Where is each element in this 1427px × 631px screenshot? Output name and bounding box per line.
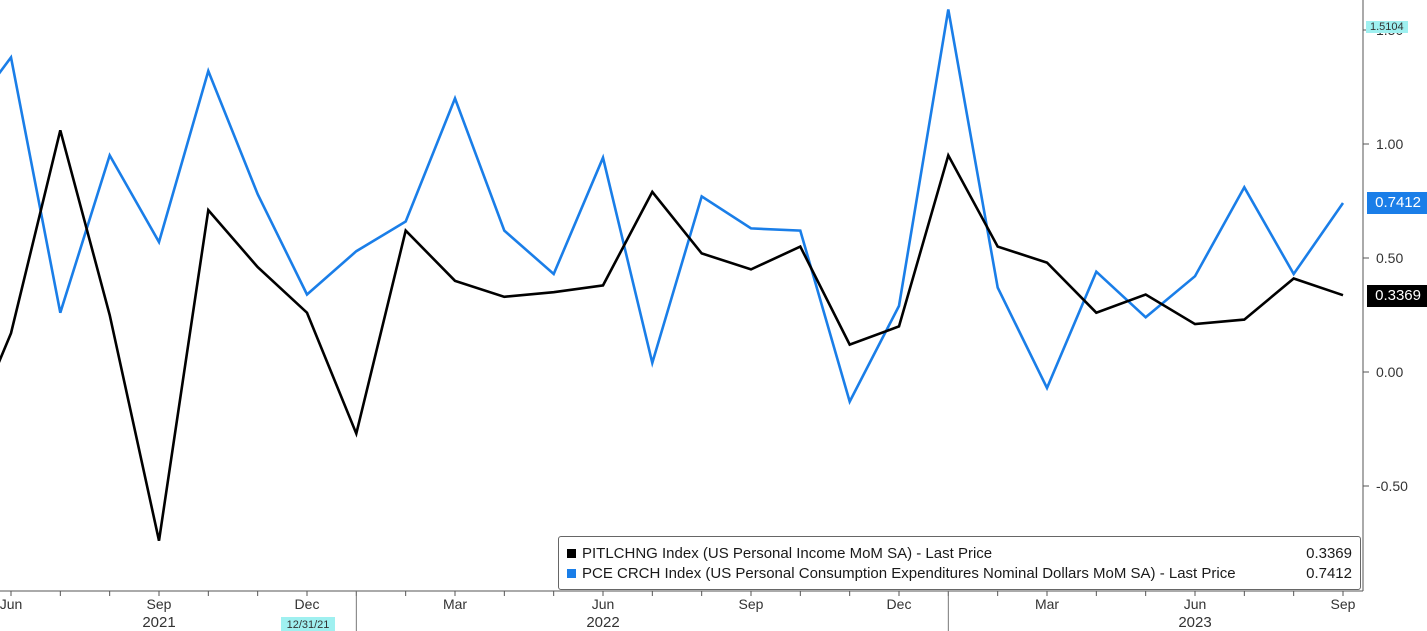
x-tick-label: Sep xyxy=(739,596,764,612)
chart-legend: PITLCHNG Index (US Personal Income MoM S… xyxy=(558,536,1361,590)
date-marker-bg xyxy=(281,617,335,631)
x-tick-label: Mar xyxy=(443,596,467,612)
x-tick-label: Jun xyxy=(0,596,22,612)
x-tick-label: Dec xyxy=(295,596,320,612)
legend-value: 0.7412 xyxy=(1306,564,1352,582)
x-tick-label: Jun xyxy=(1184,596,1207,612)
pce-last-value-tag: 0.7412 xyxy=(1367,192,1427,214)
legend-item-pce: PCE CRCH Index (US Personal Consumption … xyxy=(567,563,1352,583)
legend-label: PCE CRCH Index (US Personal Consumption … xyxy=(582,564,1236,582)
y-tick-label: -0.50 xyxy=(1376,478,1408,494)
date-marker-label: 12/31/21 xyxy=(287,619,330,631)
legend-label: PITLCHNG Index (US Personal Income MoM S… xyxy=(582,544,993,562)
y-tick-label: 0.50 xyxy=(1376,250,1403,266)
income-last-value-tag: 0.3369 xyxy=(1367,285,1427,307)
legend-swatch-black xyxy=(567,548,576,558)
series-line-personal-income xyxy=(0,129,1344,541)
x-year-label: 2023 xyxy=(1178,614,1211,631)
x-tick-label: Jun xyxy=(592,596,615,612)
max-value-marker: 1.5104 xyxy=(1366,21,1408,33)
series-line-pce xyxy=(0,9,1345,406)
x-year-label: 2022 xyxy=(586,614,619,631)
y-tick-label: 1.00 xyxy=(1376,136,1403,152)
legend-value: 0.3369 xyxy=(1306,544,1352,562)
legend-item-income: PITLCHNG Index (US Personal Income MoM S… xyxy=(567,543,1352,563)
y-tick-label: 0.00 xyxy=(1376,364,1403,380)
x-tick-label: Sep xyxy=(147,596,172,612)
x-tick-label: Sep xyxy=(1331,596,1356,612)
x-tick-label: Dec xyxy=(887,596,912,612)
x-tick-label: Mar xyxy=(1035,596,1059,612)
x-year-label: 2021 xyxy=(142,614,175,631)
legend-swatch-blue xyxy=(567,568,576,578)
